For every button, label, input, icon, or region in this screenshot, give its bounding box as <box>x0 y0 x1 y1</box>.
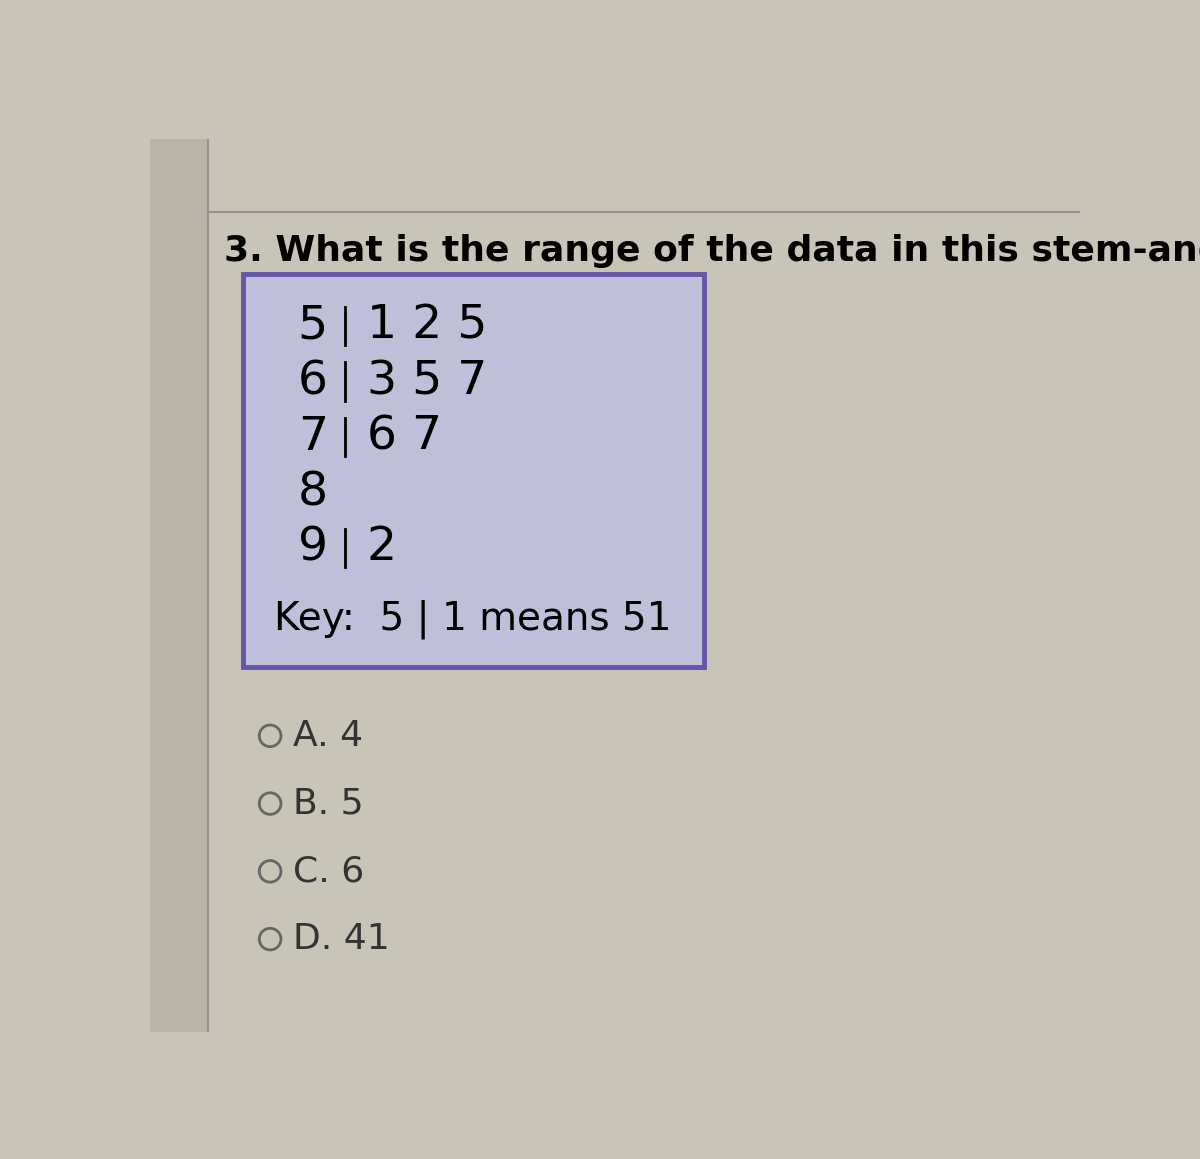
FancyBboxPatch shape <box>242 274 704 666</box>
Text: B. 5: B. 5 <box>293 787 364 821</box>
Text: 5: 5 <box>298 304 328 349</box>
Text: 3 5 7: 3 5 7 <box>367 359 487 404</box>
Text: 8: 8 <box>298 471 328 515</box>
Text: 6: 6 <box>298 359 328 404</box>
Bar <box>150 139 208 1032</box>
Text: 7: 7 <box>298 415 328 460</box>
Text: 3. What is the range of the data in this stem-and-leaf plot?: 3. What is the range of the data in this… <box>223 234 1200 268</box>
Text: 2: 2 <box>367 525 397 570</box>
Text: A. 4: A. 4 <box>293 719 364 753</box>
Text: 9: 9 <box>298 525 328 570</box>
Text: C. 6: C. 6 <box>293 854 365 888</box>
Text: D. 41: D. 41 <box>293 923 390 956</box>
Text: 6 7: 6 7 <box>367 415 442 460</box>
Text: 1 2 5: 1 2 5 <box>367 304 487 349</box>
Text: Key:  5 | 1 means 51: Key: 5 | 1 means 51 <box>275 599 672 639</box>
